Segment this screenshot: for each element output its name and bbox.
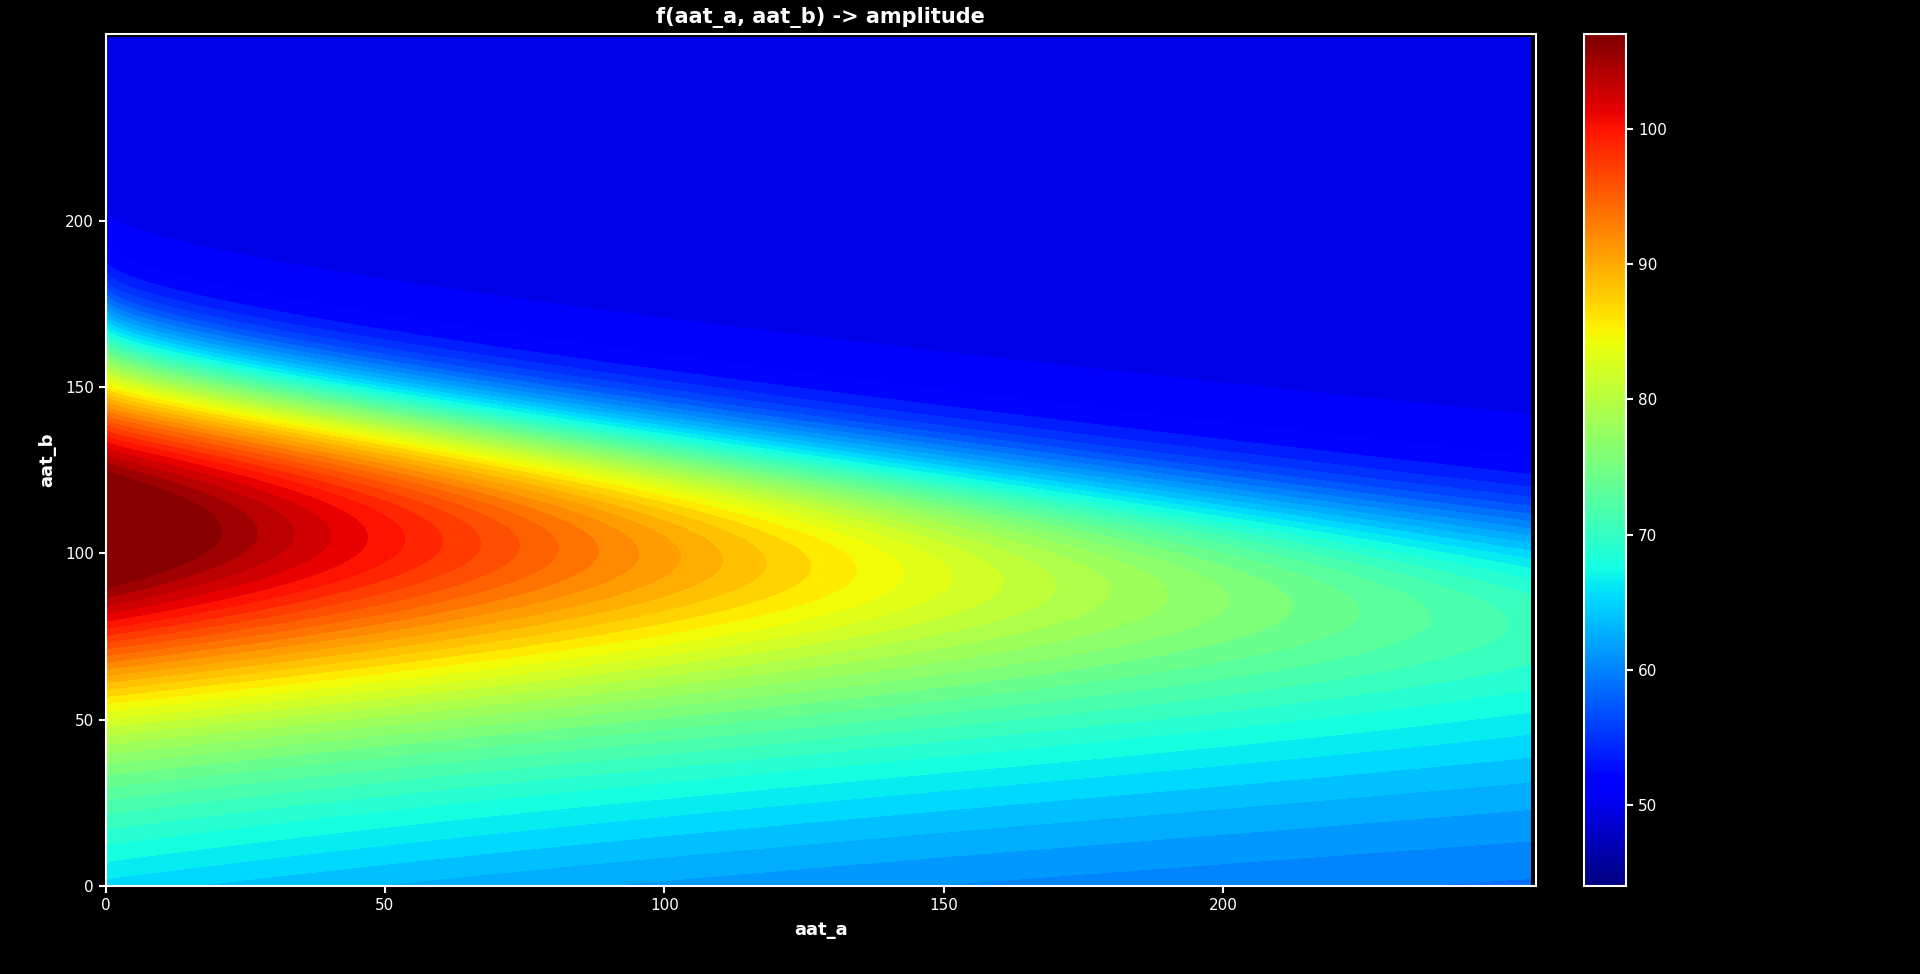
Title: f(aat_a, aat_b) -> amplitude: f(aat_a, aat_b) -> amplitude [657,7,985,28]
Y-axis label: aat_b: aat_b [38,433,56,487]
X-axis label: aat_a: aat_a [795,921,847,940]
